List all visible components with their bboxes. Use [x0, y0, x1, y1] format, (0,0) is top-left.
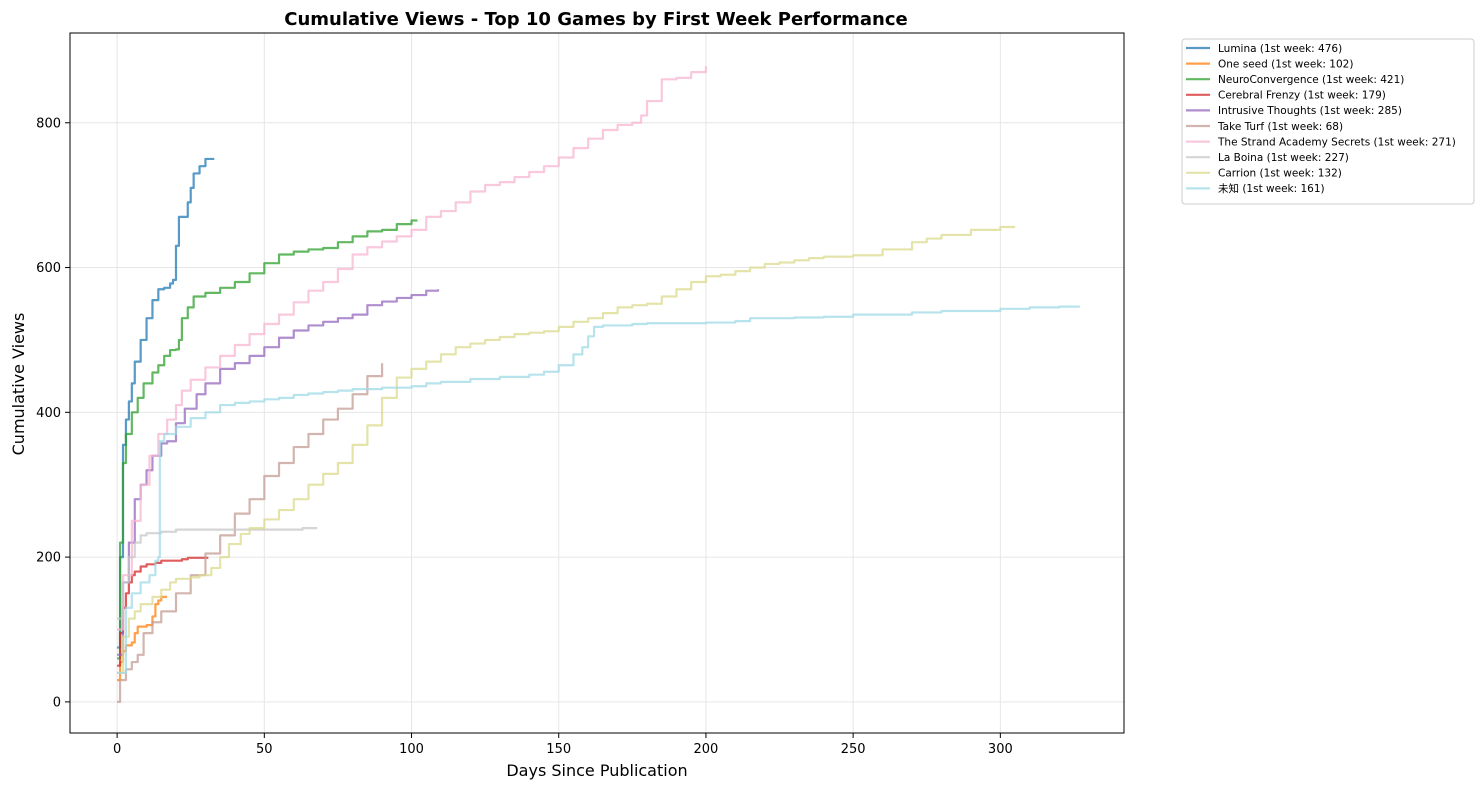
- legend-label: La Boina (1st week: 227): [1218, 152, 1349, 164]
- series-line-7: [117, 66, 708, 631]
- series-line-10: [117, 305, 1080, 675]
- y-tick-label: 800: [36, 116, 61, 131]
- plot-frame: [69, 32, 1125, 734]
- x-tick-label: 150: [546, 742, 571, 757]
- legend-label: Take Turf (1st week: 68): [1217, 121, 1343, 133]
- series-lines: [117, 66, 1080, 703]
- legend-label: 未知 (1st week: 161): [1218, 182, 1325, 195]
- series-line-1: [117, 157, 215, 649]
- y-tick-label: 400: [36, 406, 61, 421]
- x-tick-label: 100: [399, 742, 424, 757]
- x-tick-label: 300: [988, 742, 1013, 757]
- legend-label: Cerebral Frenzy (1st week: 179): [1218, 90, 1386, 102]
- y-tick-label: 600: [36, 261, 61, 276]
- grid: [70, 33, 1124, 733]
- series-line-9: [117, 225, 1016, 675]
- series-line-3: [117, 219, 418, 660]
- x-tick-label: 250: [841, 742, 866, 757]
- legend-label: Intrusive Thoughts (1st week: 285): [1218, 105, 1402, 117]
- series-line-5: [117, 289, 440, 656]
- y-tick-label: 0: [53, 695, 61, 710]
- y-axis-ticks: 0 200 400 600 800: [36, 116, 70, 710]
- legend-label: The Strand Academy Secrets (1st week: 27…: [1217, 136, 1456, 148]
- series-line-8: [117, 527, 318, 620]
- legend: Lumina (1st week: 476) One seed (1st week…: [1181, 38, 1475, 205]
- plot-area: [70, 33, 1124, 733]
- y-axis-label: Cumulative Views: [9, 313, 28, 456]
- series-line-6: [117, 363, 384, 703]
- x-tick-label: 50: [256, 742, 273, 757]
- legend-box: [1181, 38, 1475, 205]
- y-tick-label: 200: [36, 551, 61, 566]
- chart-title: Cumulative Views - Top 10 Games by First…: [284, 9, 907, 30]
- legend-label: NeuroConvergence (1st week: 421): [1218, 74, 1404, 86]
- legend-label: One seed (1st week: 102): [1218, 58, 1353, 70]
- x-tick-label: 0: [113, 742, 121, 757]
- x-tick-label: 200: [694, 742, 719, 757]
- x-axis-ticks: 0 50 100 150 200 250 300: [113, 733, 1013, 757]
- legend-label: Carrion (1st week: 132): [1218, 168, 1342, 180]
- legend-label: Lumina (1st week: 476): [1218, 43, 1342, 55]
- x-axis-label: Days Since Publication: [506, 761, 687, 780]
